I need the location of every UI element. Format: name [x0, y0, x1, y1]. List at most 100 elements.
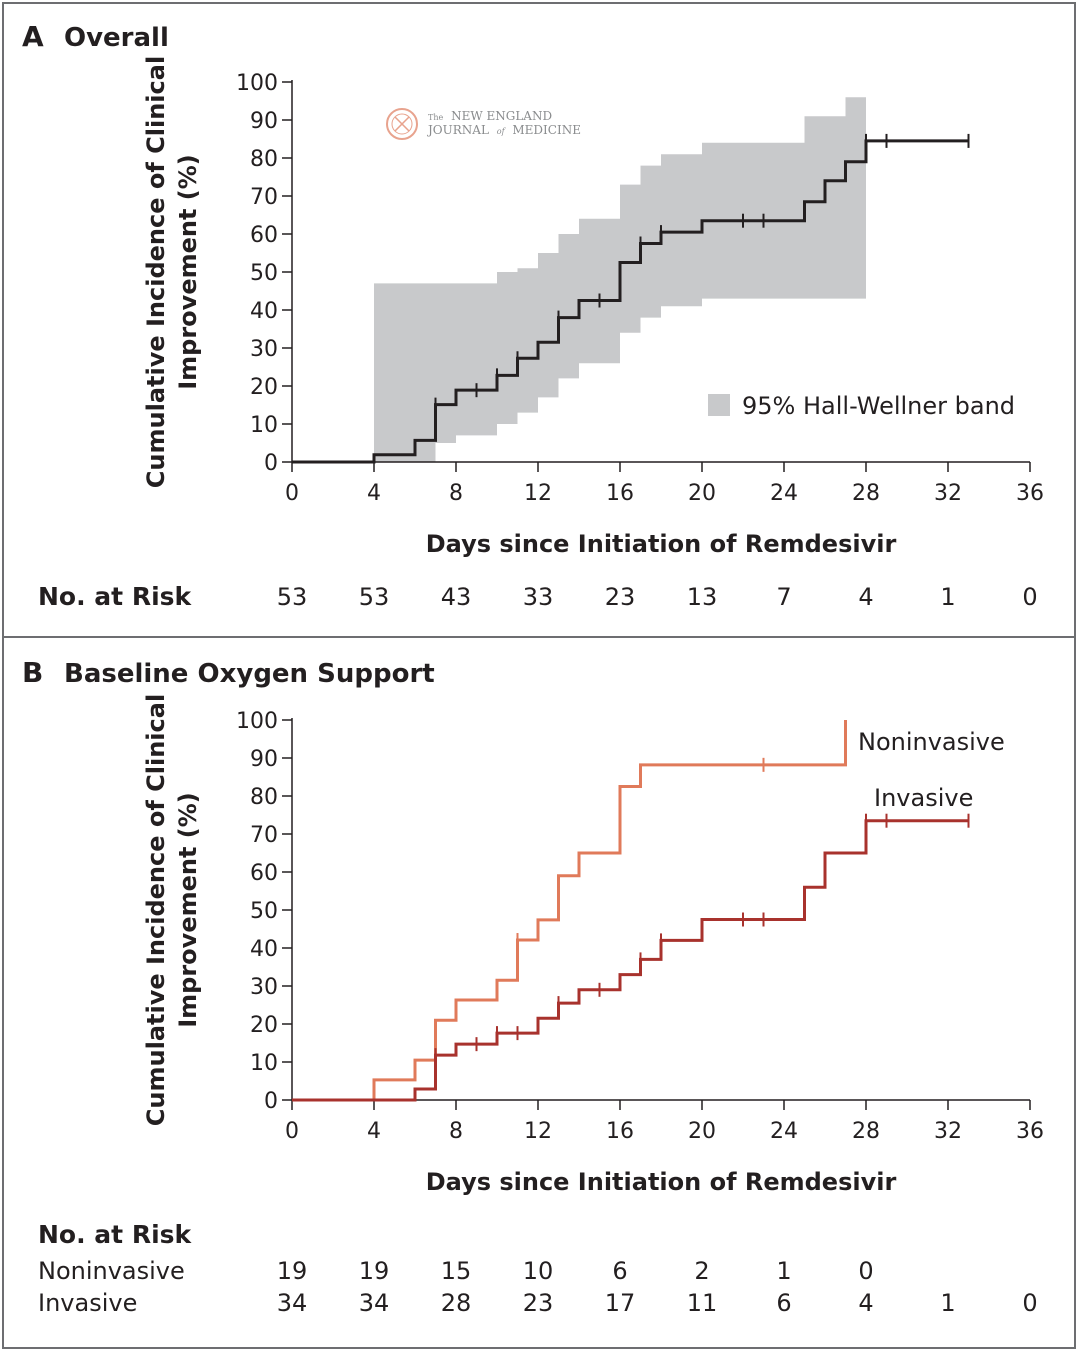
risk-header: No. at Risk [38, 1220, 193, 1249]
risk-value: 53 [359, 583, 390, 611]
risk-value: 15 [441, 1257, 472, 1285]
y-tick-label: 100 [236, 71, 278, 96]
y-tick-label: 70 [250, 823, 278, 848]
y-tick-label: 0 [264, 451, 278, 476]
risk-row-label: Invasive [38, 1289, 137, 1317]
watermark-line2b: MEDICINE [512, 123, 581, 137]
risk-value: 2 [694, 1257, 709, 1285]
x-tick-label: 8 [449, 481, 463, 506]
y-tick-label: 100 [236, 709, 278, 734]
y-tick-label: 30 [250, 337, 278, 362]
svg-text:JOURNAL of MED: JOURNAL of MEDICINE [426, 123, 581, 137]
x-tick-label: 0 [285, 1119, 299, 1144]
x-tick-label: 12 [524, 1119, 552, 1144]
x-tick-label: 36 [1016, 481, 1044, 506]
legend-label: 95% Hall-Wellner band [742, 392, 1015, 420]
risk-value: 0 [858, 1257, 873, 1285]
y-tick-label: 20 [250, 375, 278, 400]
y-tick-label: 90 [250, 747, 278, 772]
watermark-the: The [428, 113, 443, 122]
x-tick-label: 16 [606, 1119, 634, 1144]
y-tick-label: 50 [250, 261, 278, 286]
x-tick-label: 8 [449, 1119, 463, 1144]
y-axis-label: Cumulative Incidence of Clinical [142, 56, 170, 488]
x-tick-label: 24 [770, 481, 798, 506]
risk-value: 23 [605, 583, 636, 611]
panel-letter: A [22, 20, 44, 53]
x-tick-label: 0 [285, 481, 299, 506]
y-tick-label: 20 [250, 1013, 278, 1038]
x-tick-label: 36 [1016, 1119, 1044, 1144]
risk-value: 6 [612, 1257, 627, 1285]
risk-value: 0 [1022, 583, 1037, 611]
series-label-invasive: Invasive [874, 784, 973, 812]
watermark-line1: NEW ENGLAND [451, 109, 552, 123]
risk-header: No. at Risk [38, 582, 193, 611]
y-tick-label: 40 [250, 299, 278, 324]
risk-value: 10 [523, 1257, 554, 1285]
risk-value: 34 [359, 1289, 390, 1317]
risk-value: 0 [1022, 1289, 1037, 1317]
x-tick-label: 4 [367, 481, 381, 506]
chart-oxygen-support: B Baseline Oxygen Support 01020304050607… [22, 656, 1044, 1317]
risk-value: 1 [940, 1289, 955, 1317]
risk-value: 1 [776, 1257, 791, 1285]
risk-value: 6 [776, 1289, 791, 1317]
journal-watermark: The NEW ENGLAND JOURNAL of MEDICINE [386, 108, 581, 140]
risk-value: 19 [359, 1257, 390, 1285]
risk-value: 11 [687, 1289, 718, 1317]
x-tick-label: 28 [852, 1119, 880, 1144]
y-tick-label: 0 [264, 1089, 278, 1114]
risk-value: 33 [523, 583, 554, 611]
risk-value: 34 [277, 1289, 308, 1317]
y-tick-label: 70 [250, 185, 278, 210]
y-tick-label: 50 [250, 899, 278, 924]
risk-value: 7 [776, 583, 791, 611]
panel-letter: B [22, 656, 43, 689]
svg-text:The NEW ENGLAND: The NEW ENGLAND [428, 109, 552, 123]
legend-swatch [708, 394, 730, 416]
x-tick-label: 28 [852, 481, 880, 506]
series-line-noninvasive [292, 720, 847, 1102]
y-tick-label: 90 [250, 109, 278, 134]
risk-value: 4 [858, 583, 873, 611]
risk-row-label: Noninvasive [38, 1257, 185, 1285]
risk-value: 13 [687, 583, 718, 611]
panel-title: Overall [64, 23, 169, 53]
y-tick-label: 80 [250, 147, 278, 172]
risk-value: 23 [523, 1289, 554, 1317]
y-tick-label: 40 [250, 937, 278, 962]
risk-value: 1 [940, 583, 955, 611]
risk-value: 19 [277, 1257, 308, 1285]
y-axis-label: Improvement (%) [174, 792, 202, 1028]
x-tick-label: 16 [606, 481, 634, 506]
risk-value: 17 [605, 1289, 636, 1317]
risk-value: 28 [441, 1289, 472, 1317]
series-label-noninvasive: Noninvasive [858, 728, 1005, 756]
y-tick-label: 80 [250, 785, 278, 810]
panel-a: A Overall 0 10 20 30 40 50 60 70 80 90 100 0 4 8 12 16 2… [2, 2, 1076, 638]
risk-value: 53 [277, 583, 308, 611]
x-tick-label: 4 [367, 1119, 381, 1144]
watermark-of: of [497, 127, 507, 136]
panel-title: Baseline Oxygen Support [64, 659, 435, 689]
y-tick-label: 10 [250, 413, 278, 438]
y-tick-label: 10 [250, 1051, 278, 1076]
y-axis-label: Cumulative Incidence of Clinical [142, 694, 170, 1126]
x-tick-label: 32 [934, 481, 962, 506]
x-tick-label: 20 [688, 1119, 716, 1144]
x-tick-label: 24 [770, 1119, 798, 1144]
y-tick-label: 30 [250, 975, 278, 1000]
risk-value: 43 [441, 583, 472, 611]
x-axis-label: Days since Initiation of Remdesivir [426, 530, 897, 558]
x-tick-label: 20 [688, 481, 716, 506]
y-axis-label: Improvement (%) [174, 154, 202, 390]
watermark-line2: JOURNAL [426, 123, 489, 137]
x-axis-label: Days since Initiation of Remdesivir [426, 1168, 897, 1196]
x-tick-label: 32 [934, 1119, 962, 1144]
series-line-invasive [292, 819, 969, 1102]
risk-value: 4 [858, 1289, 873, 1317]
y-tick-label: 60 [250, 223, 278, 248]
panel-b: B Baseline Oxygen Support 0 10 20 30 40 50 60 7… [2, 636, 1076, 1349]
